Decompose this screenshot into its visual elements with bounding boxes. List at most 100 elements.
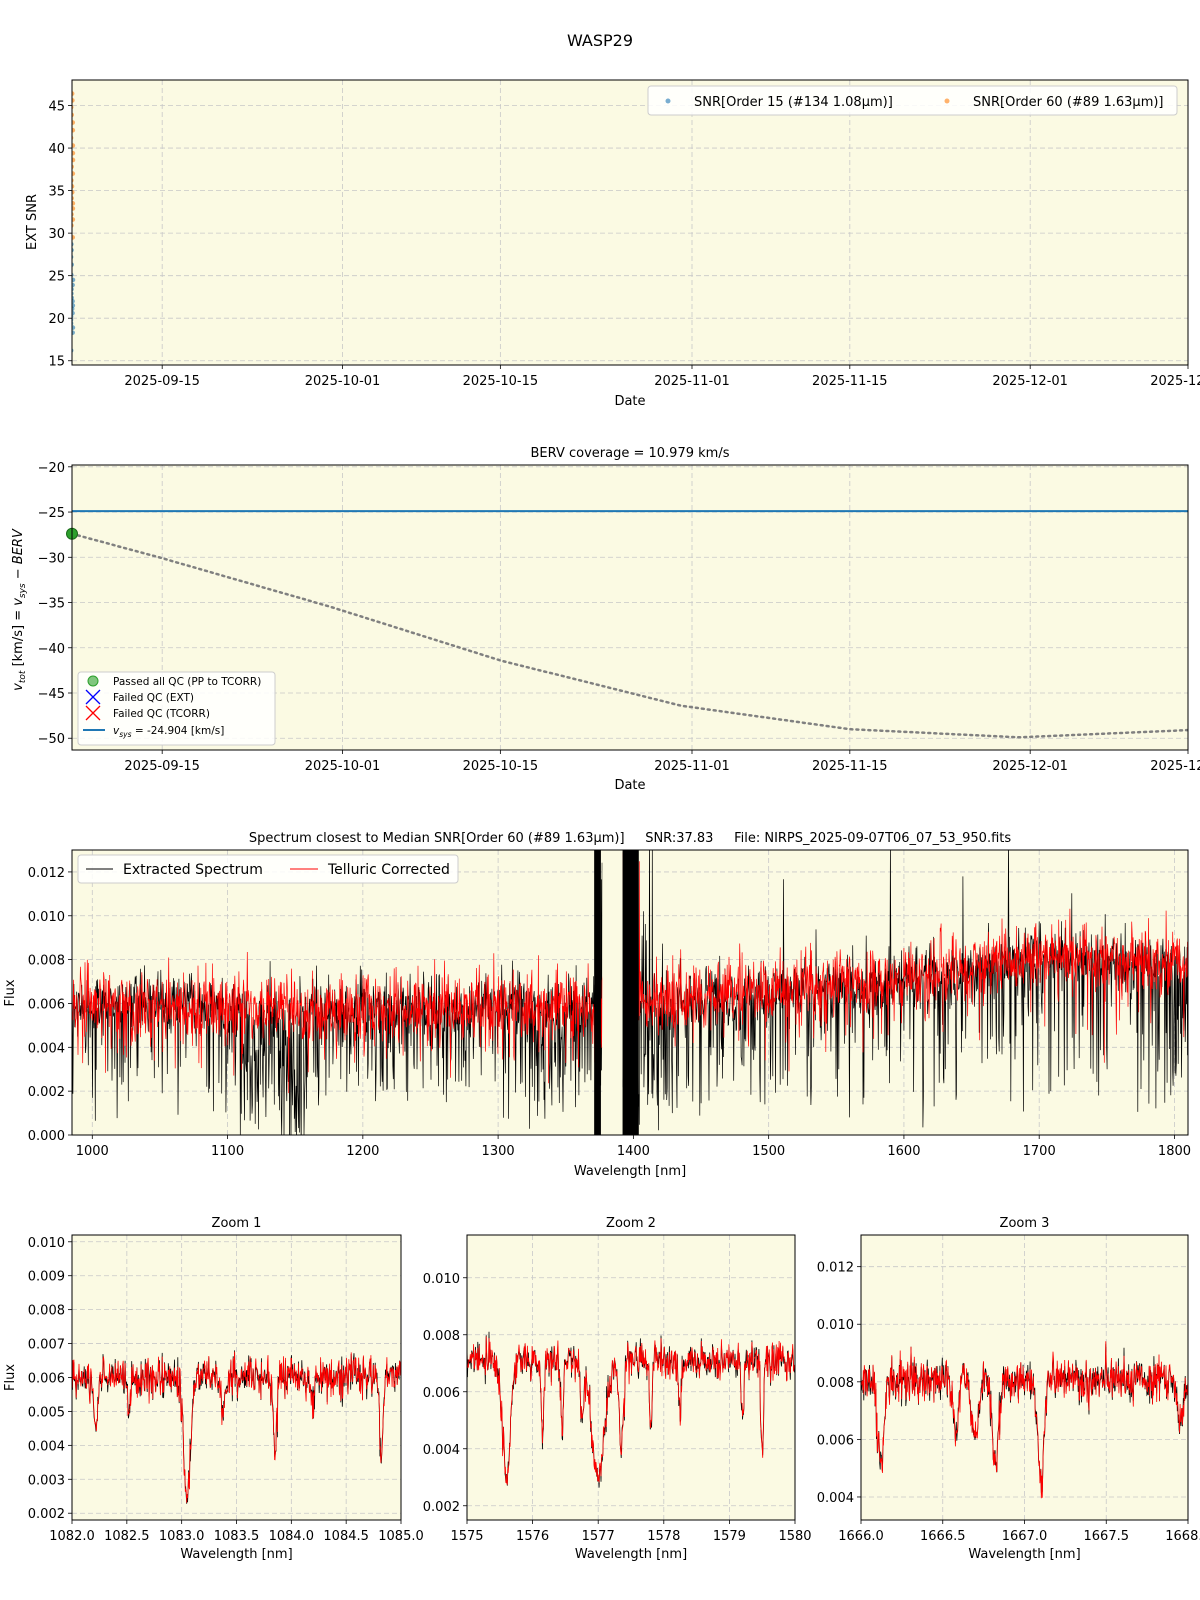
y-tick-label: 0.000 [28,1129,65,1144]
berv-xlabel: Date [614,778,645,793]
x-tick-label: 1300 [482,1144,515,1159]
legend-label-vsys: vsys = -24.904 [km/s] [113,725,224,739]
y-tick-label: 0.004 [28,1439,65,1454]
zoom-telluric-line [861,1341,1188,1499]
snr-point-order60 [72,98,75,103]
y-tick-label: 0.004 [423,1443,460,1458]
x-tick-label: 2025-10-15 [463,759,539,774]
zoom-title: Zoom 2 [606,1216,656,1231]
zoom-xlabel: Wavelength [nm] [575,1547,687,1562]
saturated-band [594,850,601,1135]
snr-point-order15 [72,277,76,283]
x-tick-label: 1800 [1158,1144,1191,1159]
y-tick-label: 0.004 [28,1041,65,1056]
snr-point-order15 [72,310,75,316]
snr-point-order60 [72,184,75,189]
zoom-title: Zoom 3 [1000,1216,1050,1231]
y-tick-label: 0.008 [817,1376,854,1391]
x-tick-label: 1600 [887,1144,920,1159]
x-tick-label: 1500 [752,1144,785,1159]
x-tick-label: 1666.5 [920,1529,966,1544]
x-tick-label: 1666.0 [838,1529,884,1544]
x-tick-label: 1000 [76,1144,109,1159]
plot-content [861,1341,1188,1499]
y-tick-label: −20 [38,461,65,476]
y-tick-label: −30 [38,551,65,566]
y-tick-label: 0.008 [423,1329,460,1344]
berv-legend: Passed all QC (PP to TCORR) Failed QC (E… [77,671,276,746]
y-tick-label: 0.002 [423,1500,460,1515]
zoom-title: Zoom 1 [212,1216,262,1231]
y-tick-label: −40 [38,642,65,657]
snr-point-order60 [72,120,76,125]
x-tick-label: 1668.0 [1165,1529,1200,1544]
y-tick-label: 35 [48,185,65,200]
snr-point-order60 [72,112,75,118]
legend-label-order60: SNR[Order 60 (#89 1.63 [973,95,1132,110]
zoom3-panel: 1666.0 1666.5 1667.0 1667.5 1668.0 0.004 0.006… [817,1216,1200,1562]
x-tick-label: 1200 [346,1144,379,1159]
x-tick-label: 1084.0 [269,1529,315,1544]
snr-point-order15 [72,325,76,330]
x-tick-label: 1400 [617,1144,650,1159]
x-tick-label: 2025-09-15 [124,759,200,774]
y-tick-label: 15 [48,355,65,370]
y-tick-label: 0.010 [28,1236,65,1251]
y-tick-label: 20 [48,312,65,327]
legend-marker-order60 [944,98,950,104]
x-tick-label: 2025-12-01 [992,374,1068,389]
y-tick-label: 0.006 [817,1433,854,1448]
plot-content [72,850,1188,1135]
x-tick-label: 1083.0 [159,1529,205,1544]
x-tick-label: 2025-09-15 [124,374,200,389]
x-tick-label: 1667.0 [1002,1529,1048,1544]
y-tick-label: 0.012 [817,1261,854,1276]
snr-point-order60 [72,212,74,217]
x-tick-label: 2025-12-15 [1150,759,1200,774]
snr-point-order60 [72,217,76,222]
snr-ylabel: EXT SNR [25,194,40,250]
y-tick-label: 0.007 [28,1338,65,1353]
legend-label-telluric: Telluric Corrected [327,862,450,878]
y-tick-label: 0.004 [817,1491,854,1506]
y-tick-label: −45 [38,687,65,702]
snr-point-order60 [72,135,74,140]
telluric-corrected-line [72,850,1188,1109]
y-tick-label: 0.002 [28,1507,65,1522]
x-tick-label: 1579 [713,1529,746,1544]
x-tick-label: 1084.5 [323,1529,369,1544]
y-tick-label: 0.009 [28,1270,65,1285]
x-tick-label: 2025-12-15 [1150,374,1200,389]
y-tick-label: 0.006 [28,1372,65,1387]
berv-ylabel: vtot [km/s] = vsys − BERV [11,528,28,691]
legend-label-order15: SNR[Order 15 (#134 1.08 [694,95,862,110]
plot-frame [860,1234,1189,1521]
zoom2-panel: 1575 1576 1577 1578 1579 1580 0.002 0.004 0.006 0… [423,1216,812,1562]
zoom-telluric-line [467,1336,795,1486]
x-tick-label: 2025-10-01 [305,759,381,774]
spectrum-gap [602,850,623,1135]
snr-point-order60 [72,235,76,240]
snr-point-order15 [72,291,74,296]
plot-frame [71,464,1189,751]
zoom-telluric-line [72,1351,401,1503]
zoom-xlabel: Wavelength [nm] [180,1547,292,1562]
legend-label-extracted: Extracted Spectrum [123,862,263,878]
plot-frame [466,1234,796,1521]
y-tick-label: 0.010 [423,1272,460,1287]
legend-label-order60-unit: μm)] [1132,95,1163,110]
y-tick-label: 0.006 [423,1386,460,1401]
snr-point-order60 [72,206,76,211]
figure-title: WASP29 [567,31,633,50]
x-tick-label: 1575 [450,1529,483,1544]
snr-point-order15 [72,321,74,326]
legend-marker-order15 [665,98,671,104]
x-tick-label: 1085.0 [378,1529,424,1544]
spectrum-panel: 1000 1100 1200 1300 1400 1500 1600 1700 1800 0.00… [3,849,1191,1179]
plot-content [467,1331,795,1488]
plot-content [72,510,1188,739]
legend-label-passed: Passed all QC (PP to TCORR) [113,676,261,688]
y-tick-label: 0.002 [28,1085,65,1100]
x-tick-label: 1576 [516,1529,549,1544]
